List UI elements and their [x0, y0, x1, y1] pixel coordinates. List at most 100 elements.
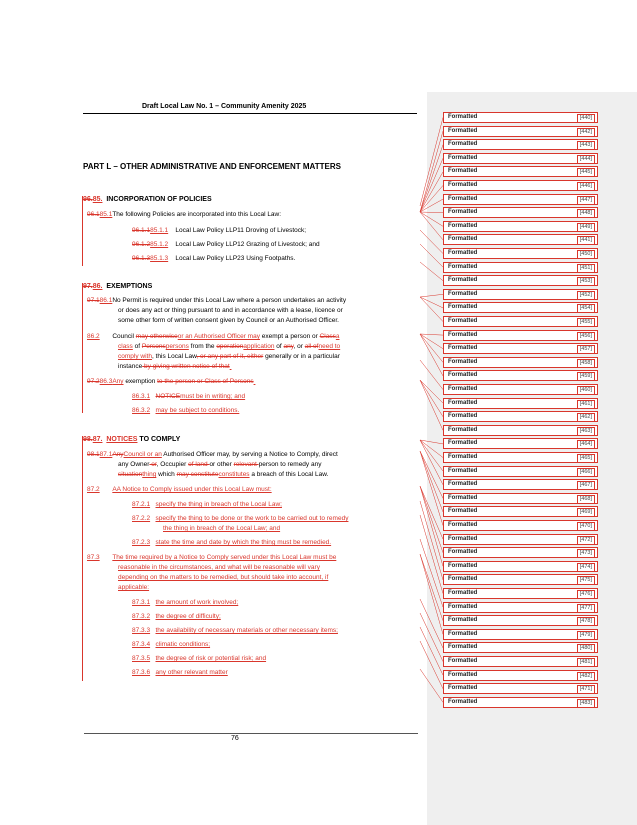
- clause-86-3[interactable]: 97.286.3Any exemption to the person or C…: [87, 378, 255, 385]
- formatted-balloon[interactable]: Formatted [474]: [443, 560, 598, 572]
- clause-87-2[interactable]: 87.2 AA Notice to Comply issued under th…: [87, 486, 272, 493]
- formatted-balloon[interactable]: Formatted [472]: [443, 533, 598, 545]
- formatted-balloon[interactable]: Formatted [458]: [443, 356, 598, 368]
- clause-87-3[interactable]: 87.3 The time required by a Notice to Co…: [87, 554, 336, 561]
- section-heading-exemptions[interactable]: 97.86. EXEMPTIONS: [83, 283, 152, 290]
- clause-87-2-3[interactable]: 87.2.3 state the time and date by which …: [132, 539, 331, 546]
- formatted-balloon[interactable]: Formatted [478]: [443, 615, 598, 627]
- deleted-number: 96.1.3: [132, 255, 151, 262]
- balloon-label: Formatted: [448, 141, 478, 148]
- clause-86-2[interactable]: 86.2 Council may otherwiseor an Authoris…: [87, 333, 339, 340]
- deleted-text: Any: [112, 451, 124, 458]
- formatted-balloon[interactable]: Formatted [464]: [443, 438, 598, 450]
- clause-86-3-2[interactable]: 86.3.2 may be subject to conditions.: [132, 407, 239, 414]
- clause-number: 87.3.3: [132, 627, 151, 634]
- text-run: , or: [293, 343, 305, 350]
- balloon-label: Formatted: [448, 250, 478, 256]
- formatted-balloon[interactable]: Formatted [440]: [443, 112, 598, 123]
- section-heading-notices[interactable]: 98.87. NOTICES TO COMPLY: [83, 436, 180, 443]
- clause-85-1-2[interactable]: 96.1.285.1.2 Local Law Policy LLP12 Graz…: [132, 241, 320, 248]
- clause-85-1-3[interactable]: 96.1.385.1.3 Local Law Policy LLP23 Usin…: [132, 255, 295, 262]
- balloon-label: Formatted: [448, 195, 478, 202]
- formatted-balloon[interactable]: Formatted [453]: [443, 275, 598, 287]
- formatted-balloon[interactable]: Formatted [461]: [443, 397, 598, 409]
- formatted-balloon[interactable]: Formatted [481]: [443, 656, 598, 667]
- clause-85-1[interactable]: 96.185.1The following Policies are incor…: [87, 211, 281, 218]
- deleted-text: any: [283, 343, 294, 350]
- connector-line: [419, 211, 444, 227]
- formatted-balloon[interactable]: Formatted [442]: [443, 125, 598, 137]
- formatted-balloon[interactable]: Formatted [470]: [443, 520, 598, 531]
- formatted-balloon[interactable]: Formatted [447]: [443, 193, 598, 205]
- clause-text: Local Law Policy LLP11 Droving of Livest…: [175, 227, 307, 234]
- clause-87-3-3[interactable]: 87.3.3 the availability of necessary mat…: [132, 627, 338, 634]
- formatted-balloon[interactable]: Formatted [463]: [443, 424, 598, 436]
- deleted-number: 96.: [83, 196, 93, 203]
- clause-86-3-1[interactable]: 86.3.1 NOTICEmust be in writing; and: [132, 393, 245, 400]
- formatted-balloon[interactable]: Formatted [475]: [443, 574, 598, 586]
- formatted-balloon[interactable]: Formatted [469]: [443, 506, 598, 518]
- formatted-balloon[interactable]: Formatted [480]: [443, 642, 598, 654]
- balloon-label: Formatted: [448, 372, 478, 379]
- clause-87-1[interactable]: 98.187.1AnyCouncil or an Authorised Offi…: [87, 451, 338, 458]
- inserted-number: 86.3: [99, 378, 113, 385]
- deleted-text: or: [149, 461, 157, 468]
- balloon-label: Formatted: [448, 345, 478, 352]
- formatted-balloon[interactable]: Formatted [443]: [443, 139, 598, 151]
- formatted-balloon[interactable]: Formatted [457]: [443, 343, 598, 355]
- inserted-text: The time required by a Notice to Comply …: [112, 554, 337, 561]
- balloon-ref: [443]: [576, 141, 595, 151]
- formatted-balloon[interactable]: Formatted [449]: [443, 220, 598, 232]
- formatted-balloon[interactable]: Formatted [455]: [443, 316, 598, 327]
- formatted-balloon[interactable]: Formatted [445]: [443, 166, 598, 178]
- formatted-balloon[interactable]: Formatted [446]: [443, 180, 598, 191]
- formatted-balloon[interactable]: Formatted [476]: [443, 588, 598, 599]
- formatted-balloon[interactable]: Formatted [482]: [443, 669, 598, 681]
- change-bar: [82, 436, 83, 681]
- formatted-balloon[interactable]: Formatted [444]: [443, 152, 598, 164]
- inserted-text: applicable:: [118, 584, 150, 591]
- formatted-balloon[interactable]: Formatted [462]: [443, 411, 598, 423]
- formatted-balloon[interactable]: Formatted [466]: [443, 465, 598, 477]
- formatted-balloon[interactable]: Formatted [441]: [443, 234, 598, 246]
- text-run: generally or in a particular: [263, 353, 340, 360]
- clause-87-3-4[interactable]: 87.3.4 climatic conditions;: [132, 641, 210, 648]
- deleted-text: operation: [216, 343, 244, 350]
- formatted-balloon[interactable]: Formatted [468]: [443, 492, 598, 504]
- deleted-text: by giving written notice of that: [142, 363, 230, 370]
- balloon-label: Formatted: [448, 413, 478, 420]
- formatted-balloon[interactable]: Formatted [477]: [443, 601, 598, 613]
- deleted-text: Class: [319, 333, 336, 340]
- formatted-balloon[interactable]: Formatted [450]: [443, 248, 598, 259]
- formatted-balloon[interactable]: Formatted [456]: [443, 329, 598, 341]
- clause-87-3-5[interactable]: 87.3.5 the degree of risk or potential r…: [132, 655, 266, 662]
- clause-number: 87.2.2: [132, 515, 151, 522]
- formatted-balloon[interactable]: Formatted [459]: [443, 370, 598, 382]
- connector-line: [419, 333, 444, 336]
- formatted-balloon[interactable]: Formatted [467]: [443, 479, 598, 491]
- formatted-balloon[interactable]: Formatted [451]: [443, 261, 598, 273]
- clause-87-3-1[interactable]: 87.3.1 the amount of work involved;: [132, 599, 238, 606]
- clause-85-1-1[interactable]: 96.1.185.1.1 Local Law Policy LLP11 Drov…: [132, 227, 306, 234]
- formatted-balloon[interactable]: Formatted [479]: [443, 628, 598, 640]
- formatted-balloon[interactable]: Formatted [452]: [443, 288, 598, 300]
- formatted-balloon[interactable]: Formatted [448]: [443, 207, 598, 219]
- clause-86-1[interactable]: 97.186.1No Permit is required under this…: [87, 297, 346, 304]
- balloon-label: Formatted: [448, 277, 478, 284]
- formatted-balloon[interactable]: Formatted [473]: [443, 547, 598, 559]
- formatted-balloon[interactable]: Formatted [454]: [443, 302, 598, 314]
- clause-87-2-2[interactable]: 87.2.2 specify the thing to be done or t…: [132, 515, 348, 522]
- formatted-balloon[interactable]: Formatted [483]: [443, 696, 598, 708]
- clause-number: 87.2: [87, 486, 100, 493]
- clause-87-2-1[interactable]: 87.2.1 specify the thing in breach of th…: [132, 501, 282, 508]
- clause-87-3-6[interactable]: 87.3.6 any other relevant matter: [132, 669, 228, 676]
- change-bar: [82, 196, 83, 266]
- clause-87-3-2[interactable]: 87.3.2 the degree of difficulty;: [132, 613, 221, 620]
- deleted-text: Persons: [141, 343, 166, 350]
- section-heading-incorporation[interactable]: 96.85. INCORPORATION OF POLICIES: [83, 196, 212, 203]
- formatted-balloon[interactable]: Formatted [465]: [443, 452, 598, 463]
- formatted-balloon[interactable]: Formatted [471]: [443, 683, 598, 695]
- formatted-balloon[interactable]: Formatted [460]: [443, 384, 598, 395]
- balloon-ref: [465]: [576, 454, 595, 463]
- balloon-label: Formatted: [448, 222, 478, 229]
